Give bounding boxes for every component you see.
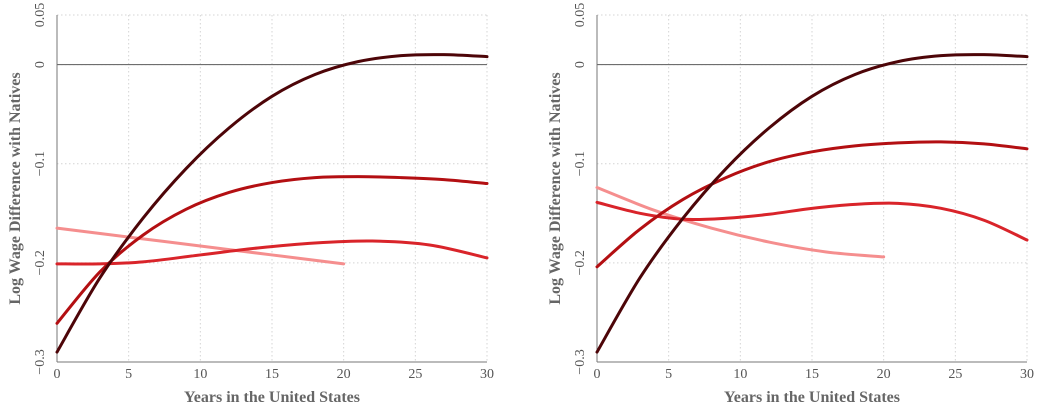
y-tick-label: −0.2 bbox=[33, 250, 48, 275]
x-tick-label: 30 bbox=[1020, 367, 1034, 382]
x-axis-label: Years in the United States bbox=[724, 389, 900, 406]
y-tick-label: −0.3 bbox=[573, 349, 588, 374]
x-tick-label: 30 bbox=[480, 367, 494, 382]
x-axis-label: Years in the United States bbox=[184, 389, 360, 406]
x-tick-label: 25 bbox=[948, 367, 962, 382]
y-tick-label: −0.2 bbox=[573, 250, 588, 275]
y-tick-label: 0.05 bbox=[573, 3, 588, 28]
x-tick-label: 0 bbox=[54, 367, 61, 382]
x-tick-label: 5 bbox=[665, 367, 672, 382]
x-tick-label: 10 bbox=[193, 367, 207, 382]
x-tick-label: 10 bbox=[733, 367, 747, 382]
y-tick-label: −0.3 bbox=[33, 349, 48, 374]
y-tick-label: 0 bbox=[33, 61, 48, 68]
y-axis-label: Log Wage Difference with Natives bbox=[547, 72, 564, 304]
y-tick-label: 0.05 bbox=[33, 3, 48, 28]
y-axis-label: Log Wage Difference with Natives bbox=[7, 72, 24, 304]
series-line-2 bbox=[55, 239, 489, 266]
series-line-2 bbox=[595, 200, 1029, 242]
series-line-4 bbox=[55, 53, 489, 354]
y-tick-label: 0 bbox=[573, 61, 588, 68]
series-line-1 bbox=[55, 226, 346, 266]
x-tick-label: 15 bbox=[265, 367, 279, 382]
y-tick-label: −0.1 bbox=[573, 151, 588, 176]
series-line-3 bbox=[55, 175, 489, 325]
x-tick-label: 0 bbox=[594, 367, 601, 382]
x-tick-label: 5 bbox=[125, 367, 132, 382]
series-line-4 bbox=[595, 53, 1029, 354]
x-tick-label: 20 bbox=[877, 367, 891, 382]
series-line-1 bbox=[595, 186, 886, 259]
left-panel: 0 5 10 15 20 25 30 −0.3 −0.2 −0.1 0 0.05 Years in th… bbox=[7, 3, 494, 406]
x-tick-label: 25 bbox=[408, 367, 422, 382]
right-panel: 0 5 10 15 20 25 30 −0.3 −0.2 −0.1 0 0.05 Years in th… bbox=[547, 3, 1034, 406]
y-tick-label: −0.1 bbox=[33, 151, 48, 176]
x-tick-label: 20 bbox=[337, 367, 351, 382]
x-tick-label: 15 bbox=[805, 367, 819, 382]
series-line-3 bbox=[595, 140, 1029, 269]
